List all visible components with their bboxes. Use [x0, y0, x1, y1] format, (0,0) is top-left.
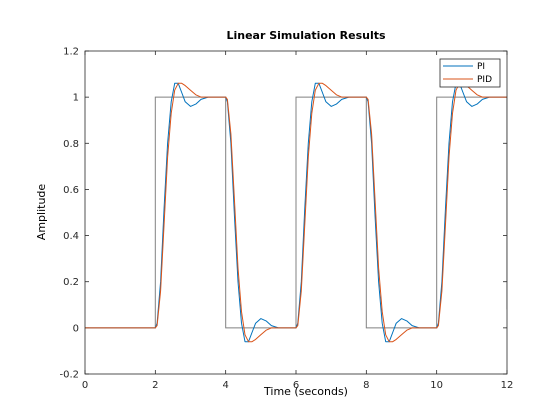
x-tick-label: 2 [152, 380, 158, 391]
y-tick-label: 0.6 [63, 185, 79, 196]
series-line-pid [85, 82, 507, 343]
legend-box [439, 58, 501, 88]
y-tick-label: 1.2 [63, 47, 79, 58]
y-tick-label: 0 [73, 323, 79, 334]
y-tick-label: -0.2 [59, 370, 79, 381]
x-tick-label: 0 [82, 380, 88, 391]
labels-layer: 0 2 4 6 8 10 12-0.200.20.40.60.811.2 [59, 47, 513, 392]
y-tick-label: 0.8 [63, 139, 79, 150]
x-tick-label: 10 [430, 380, 443, 391]
chart-title: Linear Simulation Results [226, 29, 386, 42]
x-tick-label: 12 [501, 380, 514, 391]
legend-label-pi: PI [477, 62, 485, 72]
data-layer [85, 82, 507, 343]
y-tick-label: 1 [73, 93, 79, 104]
legend: PI PID [439, 58, 501, 88]
y-axis-label: Amplitude [35, 184, 48, 241]
input-signal-line [85, 96, 507, 329]
x-tick-label: 8 [363, 380, 369, 391]
x-axis-label: Time (seconds) [263, 385, 348, 398]
x-tick-label: 4 [222, 380, 228, 391]
y-tick-label: 0.4 [63, 231, 79, 242]
y-tick-label: 0.2 [63, 277, 79, 288]
axes-box [84, 50, 508, 375]
legend-label-pid: PID [477, 75, 492, 85]
x-tick-label: 6 [293, 380, 299, 391]
